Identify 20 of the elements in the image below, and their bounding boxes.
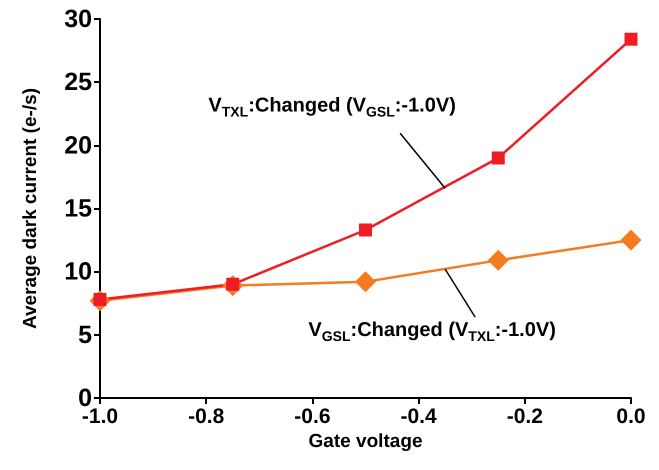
y-tick-label: 15 bbox=[64, 194, 92, 222]
x-tick-label: 0.0 bbox=[616, 405, 646, 428]
x-axis-title: Gate voltage bbox=[308, 431, 423, 452]
x-tick-label: -1.0 bbox=[82, 405, 118, 428]
point bbox=[624, 32, 638, 46]
y-tick-label: 25 bbox=[64, 68, 92, 96]
y-tick-label: 5 bbox=[78, 320, 92, 349]
point bbox=[488, 250, 509, 271]
point bbox=[355, 271, 376, 292]
point bbox=[359, 223, 372, 236]
y-tick-label: 10 bbox=[64, 258, 92, 286]
y-axis-title: Average dark current (e-/s) bbox=[20, 88, 41, 330]
point bbox=[492, 151, 505, 164]
point bbox=[620, 230, 642, 251]
x-tick-label: -0.4 bbox=[400, 405, 438, 428]
x-tick-label: -0.6 bbox=[294, 405, 330, 428]
y-tick-label: 20 bbox=[64, 131, 92, 160]
x-tick-label: -0.8 bbox=[188, 405, 225, 428]
x-tick-label: -0.2 bbox=[506, 405, 543, 428]
y-tick-label: 30 bbox=[64, 5, 92, 33]
